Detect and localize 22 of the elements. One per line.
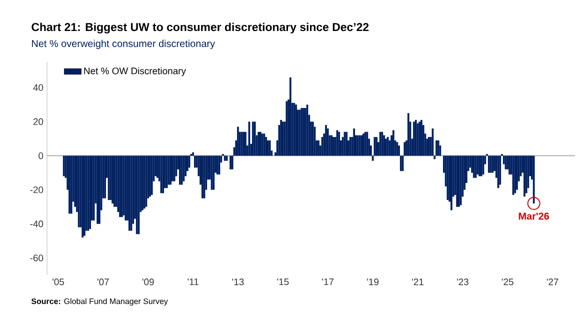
x-tick-label: '21 [412, 278, 424, 286]
x-tick-label: '25 [502, 278, 514, 286]
chart-title: Chart 21: Biggest UW to consumer discretionary since Dec’22 [32, 22, 369, 34]
x-tick-label: '13 [232, 278, 244, 286]
x-tick-label: '07 [97, 278, 109, 286]
x-tick-label: '27 [546, 278, 558, 286]
y-tick-label: 40 [33, 84, 44, 91]
y-tick-label: 0 [38, 152, 44, 160]
x-tick-label: '17 [322, 278, 334, 286]
x-tick-label: '05 [52, 278, 64, 286]
x-tick-label: '23 [456, 278, 468, 286]
annotation: Mar'26 [518, 212, 550, 220]
x-tick-label: '11 [188, 278, 198, 286]
x-tick-label: '09 [142, 278, 154, 286]
y-tick-label: -20 [30, 186, 44, 194]
y-tick-label: 20 [33, 118, 44, 125]
y-tick-label: -40 [30, 220, 44, 228]
y-tick-label: -60 [30, 254, 44, 262]
chart-subtitle: Net % overweight consumer discretionary [32, 40, 215, 50]
x-tick-label: '15 [277, 278, 289, 286]
legend-label: Net % OW Discretionary [84, 67, 186, 76]
x-tick-label: '19 [367, 278, 379, 286]
